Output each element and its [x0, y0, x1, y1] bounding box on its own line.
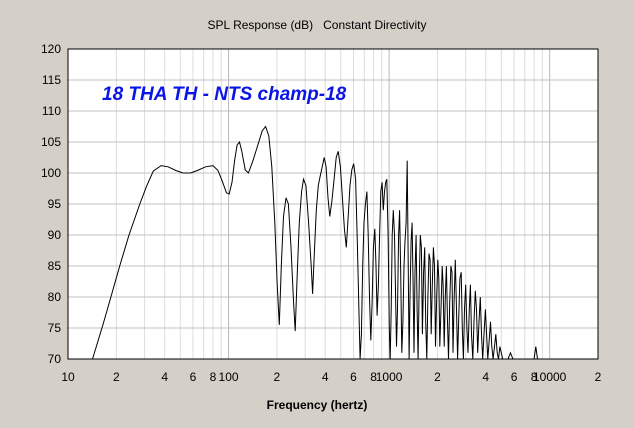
y-tick-label: 90 [48, 228, 62, 242]
y-tick-label: 100 [41, 166, 61, 180]
x-tick-label: 100 [219, 370, 239, 384]
x-tick-label: 2 [595, 370, 602, 384]
x-tick-label: 6 [350, 370, 357, 384]
x-tick-label: 6 [511, 370, 518, 384]
y-tick-label: 120 [41, 42, 61, 56]
x-tick-label: 10000 [533, 370, 567, 384]
x-tick-label: 8 [531, 370, 538, 384]
y-tick-labels: 70 75 80 85 90 95 100 105 110 115 120 [41, 42, 61, 366]
x-tick-label: 4 [322, 370, 329, 384]
y-tick-label: 70 [48, 352, 62, 366]
plot-border [67, 48, 599, 360]
chart-title: SPL Response (dB) Constant Directivity [208, 18, 427, 32]
y-tick-label: 105 [41, 135, 61, 149]
grid-lines [67, 48, 599, 360]
y-tick-label: 75 [48, 321, 62, 335]
x-tick-label: 6 [190, 370, 197, 384]
y-tick-label: 110 [42, 104, 61, 118]
x-tick-label: 8 [370, 370, 377, 384]
x-tick-label: 4 [482, 370, 489, 384]
y-tick-label: 85 [48, 259, 62, 273]
y-tick-label: 80 [48, 290, 62, 304]
x-tick-label: 8 [210, 370, 217, 384]
x-tick-label: 10 [61, 370, 75, 384]
x-tick-label: 2 [274, 370, 281, 384]
y-tick-label: 95 [48, 197, 62, 211]
chart-annotation: 18 THA TH - NTS champ-18 [102, 84, 347, 105]
y-tick-label: 115 [42, 73, 61, 87]
x-tick-label: 2 [434, 370, 441, 384]
series-line [92, 125, 538, 360]
x-tick-label: 4 [161, 370, 168, 384]
x-axis-label: Frequency (hertz) [267, 398, 368, 412]
x-tick-label: 2 [113, 370, 120, 384]
x-tick-label: 1000 [376, 370, 403, 384]
